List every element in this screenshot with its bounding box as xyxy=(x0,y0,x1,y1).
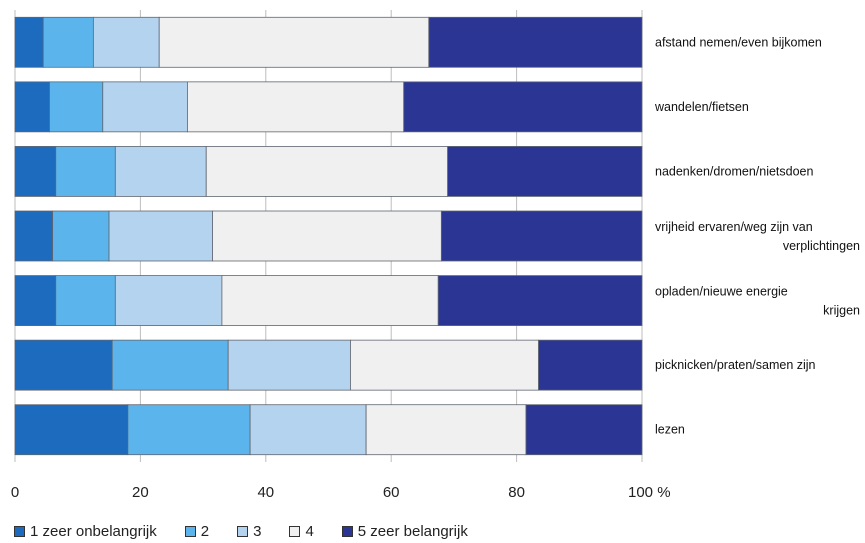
bar-segment xyxy=(249,404,367,456)
bar-segment xyxy=(14,210,54,262)
bar-segment xyxy=(42,16,94,68)
bar-segment xyxy=(187,81,405,133)
category-label: picknicken/praten/samen zijn xyxy=(655,358,816,372)
bar-segment xyxy=(49,81,104,133)
category-label-line: krijgen xyxy=(823,304,860,318)
bar-segment xyxy=(14,146,57,197)
legend-label: 2 xyxy=(200,522,210,540)
bar-segment xyxy=(127,404,251,456)
bar-segment xyxy=(14,81,50,133)
legend-swatch xyxy=(341,525,353,537)
category-label-line: verplichtingen xyxy=(783,239,860,253)
category-label: lezen xyxy=(655,423,685,437)
bar-segment xyxy=(52,210,110,262)
legend: 1 zeer onbelangrijk 2 3 4 5 zeer belangrijk xyxy=(14,520,496,542)
bar-segment xyxy=(102,81,188,133)
x-tick-label: 60 xyxy=(383,484,400,501)
x-tick-label: 0 xyxy=(11,484,19,501)
bar-segment xyxy=(525,404,643,456)
bar-segment xyxy=(447,146,643,197)
bar-segment xyxy=(114,275,223,326)
bar-segment xyxy=(111,339,229,391)
bar-segment xyxy=(212,210,442,262)
category-labels: afstand nemen/even bijkomen wandelen/fiet… xyxy=(654,35,860,436)
bar-segment xyxy=(114,146,207,197)
legend-item: 3 xyxy=(237,523,261,540)
x-tick-label: 40 xyxy=(257,484,274,501)
stacked-bar-chart: afstand nemen/even bijkomen wandelen/fiet… xyxy=(11,10,860,501)
bar-segment xyxy=(108,210,213,262)
bar-segment xyxy=(428,16,643,68)
legend-label: 5 zeer belangrijk xyxy=(357,522,468,540)
bar-segment xyxy=(221,275,439,326)
legend-item: 4 xyxy=(289,522,314,540)
legend-item: 5 zeer belangrijk xyxy=(341,522,468,540)
bar-segment xyxy=(14,404,129,456)
category-label-line: opladen/nieuwe energie xyxy=(655,285,788,299)
bar-segment xyxy=(538,339,643,391)
bar-segment xyxy=(350,339,539,391)
bar-segment xyxy=(365,404,527,456)
category-label: opladen/nieuwe energie krijgen xyxy=(655,285,860,318)
bar-segment xyxy=(440,210,643,262)
bar-segment xyxy=(437,275,643,326)
legend-label: 3 xyxy=(253,522,262,540)
x-tick-label: 20 xyxy=(132,484,149,501)
legend-label: 4 xyxy=(305,522,314,540)
bars xyxy=(14,16,643,456)
bar-segment xyxy=(403,81,643,133)
bar-segment xyxy=(158,16,430,68)
category-label: wandelen/fietsen xyxy=(654,100,749,114)
category-label-line: vrijheid ervaren/weg zijn van xyxy=(655,220,813,234)
category-label: afstand nemen/even bijkomen xyxy=(655,35,822,49)
legend-swatch xyxy=(184,525,196,537)
legend-label: 1 zeer onbelangrijk xyxy=(30,522,157,540)
bar-segment xyxy=(14,339,113,391)
category-label: nadenken/dromen/nietsdoen xyxy=(655,164,814,178)
x-tick-label: 100 % xyxy=(628,484,671,501)
bar-segment xyxy=(227,339,351,391)
bar-segment xyxy=(14,275,57,326)
x-tick-labels: 0 20 40 60 80 100 % xyxy=(11,484,671,501)
bar-segment xyxy=(92,16,160,68)
legend-swatch xyxy=(14,525,25,537)
legend-item: 1 zeer onbelangrijk xyxy=(14,523,157,540)
category-label: vrijheid ervaren/weg zijn van verplichtin… xyxy=(655,220,860,253)
legend-swatch xyxy=(237,525,249,537)
x-tick-label: 80 xyxy=(508,484,525,501)
bar-segment xyxy=(205,146,449,197)
bar-segment xyxy=(14,16,44,68)
bar-segment xyxy=(55,275,116,326)
bar-segment xyxy=(55,146,116,197)
legend-swatch xyxy=(289,525,301,537)
legend-item: 2 xyxy=(184,522,210,540)
